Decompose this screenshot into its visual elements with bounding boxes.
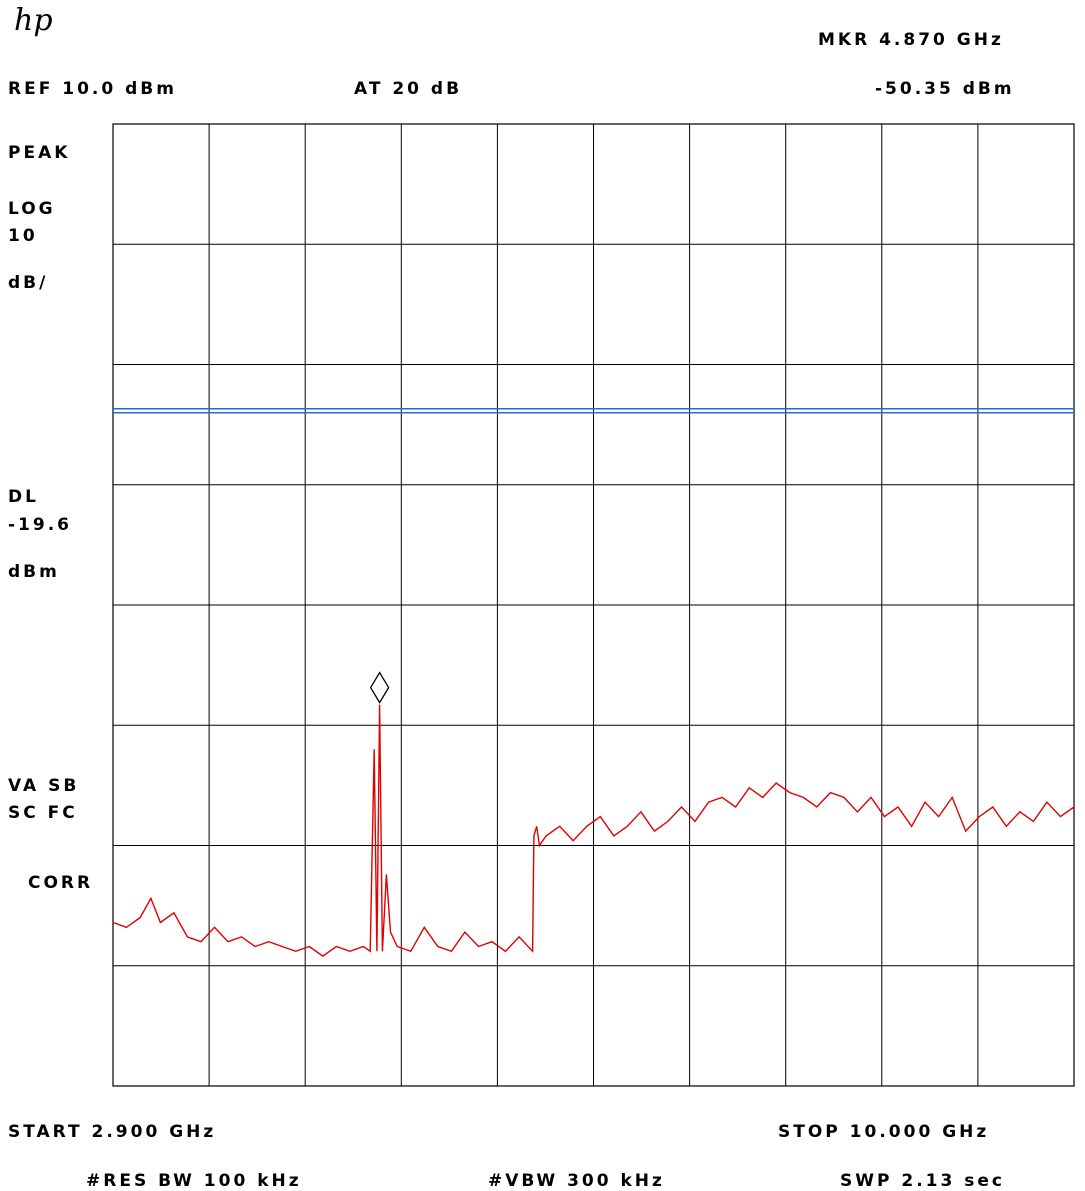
display-line-value: -19.6: [8, 515, 72, 535]
reference-level-label: REF 10.0 dBm: [8, 79, 177, 99]
correction-indicator: CORR: [28, 873, 94, 893]
scale-type-label: LOG: [8, 199, 56, 219]
spectrum-trace: [112, 704, 1075, 957]
display-line-unit: dBm: [8, 562, 60, 582]
marker-group: [369, 671, 390, 704]
scale-value-label: 10: [8, 226, 38, 246]
scale-unit-label: dB/: [8, 273, 49, 293]
sweep-time-label: SWP 2.13 sec: [840, 1171, 1005, 1191]
display-line: [113, 408, 1074, 414]
attenuation-label: AT 20 dB: [354, 79, 463, 99]
mode-indicators-1: VA SB: [8, 776, 80, 796]
stop-frequency-label: STOP 10.000 GHz: [778, 1122, 990, 1142]
marker-frequency-readout: MKR 4.870 GHz: [818, 30, 1004, 50]
marker-diamond: [369, 671, 390, 704]
spectrum-trace-group: [112, 704, 1075, 957]
graticule-grid: [112, 123, 1075, 1087]
marker-amplitude-readout: -50.35 dBm: [875, 79, 1015, 99]
resolution-bandwidth-label: #RES BW 100 kHz: [86, 1171, 302, 1191]
mode-indicators-2: SC FC: [8, 803, 78, 823]
start-frequency-label: START 2.900 GHz: [8, 1122, 217, 1142]
display-line-label: DL: [8, 487, 39, 507]
video-bandwidth-label: #VBW 300 kHz: [488, 1171, 665, 1191]
detector-mode-label: PEAK: [8, 143, 71, 163]
hp-logo: hp: [14, 3, 53, 38]
